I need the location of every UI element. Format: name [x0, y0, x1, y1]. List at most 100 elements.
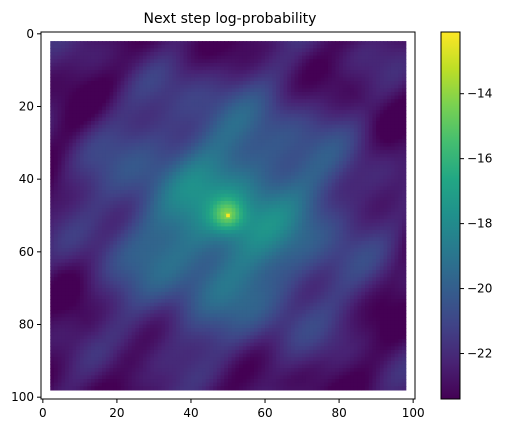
heatmap-cell — [272, 117, 277, 122]
heatmap-cell — [316, 175, 322, 180]
heatmap-cell — [287, 62, 292, 68]
heatmap-cell — [335, 66, 340, 71]
heatmap-cell — [261, 41, 266, 46]
heatmap-cell — [383, 59, 388, 64]
heatmap-cell — [261, 222, 266, 227]
heatmap-cell — [372, 139, 377, 144]
heatmap-cell — [353, 208, 359, 213]
heatmap-cell — [216, 190, 222, 195]
heatmap-cell — [131, 208, 137, 213]
heatmap-cell — [387, 73, 392, 79]
heatmap-cell — [346, 91, 351, 97]
heatmap-cell — [387, 204, 392, 209]
heatmap-cell — [50, 146, 55, 151]
heatmap-cell — [68, 193, 74, 198]
heatmap-cell — [153, 179, 159, 184]
heatmap-cell — [65, 186, 70, 191]
heatmap-cell — [102, 164, 107, 169]
heatmap-cell — [242, 186, 248, 191]
heatmap-cell — [198, 106, 203, 111]
heatmap-cell — [87, 197, 92, 202]
heatmap-cell — [253, 106, 259, 111]
heatmap-cell — [165, 99, 170, 104]
heatmap-cell — [394, 77, 399, 82]
heatmap-cell — [165, 200, 170, 206]
heatmap-cell — [76, 215, 81, 220]
heatmap-cell — [202, 62, 207, 68]
heatmap-cell — [87, 102, 92, 108]
heatmap-cell — [146, 200, 151, 206]
heatmap-cell — [346, 128, 351, 133]
heatmap-cell — [294, 88, 299, 93]
heatmap-cell — [235, 95, 240, 100]
heatmap-cell — [383, 215, 388, 220]
heatmap-cell — [194, 135, 199, 140]
heatmap-cell — [98, 59, 103, 64]
heatmap-cell — [320, 70, 325, 75]
heatmap-cell — [98, 99, 103, 104]
heatmap-cell — [365, 219, 370, 224]
heatmap-cell — [57, 168, 62, 173]
heatmap-cell — [150, 190, 155, 195]
heatmap-cell — [120, 106, 125, 111]
heatmap-cell — [139, 197, 144, 202]
heatmap-cell — [194, 150, 199, 155]
heatmap-cell — [309, 171, 314, 177]
heatmap-cell — [379, 62, 385, 68]
heatmap-cell — [283, 157, 288, 162]
heatmap-cell — [324, 135, 329, 140]
heatmap-cell — [124, 157, 129, 162]
heatmap-cell — [135, 117, 140, 122]
heatmap-cell — [365, 146, 370, 151]
heatmap-cell — [379, 77, 385, 82]
heatmap-cell — [402, 142, 407, 148]
heatmap-cell — [194, 190, 199, 195]
heatmap-cell — [57, 66, 62, 71]
heatmap-cell — [394, 197, 399, 202]
heatmap-cell — [239, 215, 244, 220]
heatmap-cell — [335, 208, 340, 213]
heatmap-cell — [216, 70, 222, 75]
heatmap-cell — [116, 219, 122, 224]
heatmap-cell — [283, 106, 288, 111]
heatmap-cell — [253, 48, 259, 53]
heatmap-cell — [224, 164, 229, 169]
heatmap-cell — [198, 77, 203, 82]
heatmap-cell — [76, 200, 81, 206]
heatmap-cell — [168, 179, 174, 184]
heatmap-cell — [250, 99, 255, 104]
heatmap-cell — [157, 99, 162, 104]
heatmap-cell — [357, 150, 362, 155]
heatmap-cell — [302, 84, 307, 89]
heatmap-cell — [168, 146, 174, 151]
heatmap-cell — [183, 44, 188, 49]
heatmap-cell — [68, 84, 74, 89]
heatmap-cell — [157, 55, 162, 60]
heatmap-cell — [268, 197, 274, 202]
heatmap-cell — [146, 84, 151, 89]
heatmap-cell — [224, 190, 229, 195]
heatmap-cell — [298, 73, 303, 79]
heatmap-cell — [242, 139, 248, 144]
heatmap-cell — [313, 182, 318, 188]
heatmap-cell — [294, 215, 299, 220]
heatmap-cell — [342, 208, 348, 213]
heatmap-cell — [272, 77, 277, 82]
heatmap-cell — [153, 44, 159, 49]
heatmap-cell — [316, 62, 322, 68]
heatmap-cell — [109, 59, 114, 64]
heatmap-cell — [105, 204, 111, 209]
heatmap-cell — [109, 41, 114, 46]
heatmap-cell — [279, 106, 285, 111]
heatmap-cell — [190, 142, 196, 148]
heatmap-cell — [313, 150, 318, 155]
heatmap-cell — [228, 146, 233, 151]
heatmap-cell — [361, 164, 366, 169]
heatmap-cell — [265, 41, 270, 46]
heatmap-cell — [124, 110, 129, 115]
heatmap-cell — [305, 121, 311, 126]
heatmap-cell — [150, 146, 155, 151]
heatmap-cell — [98, 113, 103, 118]
heatmap-cell — [165, 59, 170, 64]
heatmap-cell — [83, 197, 88, 202]
